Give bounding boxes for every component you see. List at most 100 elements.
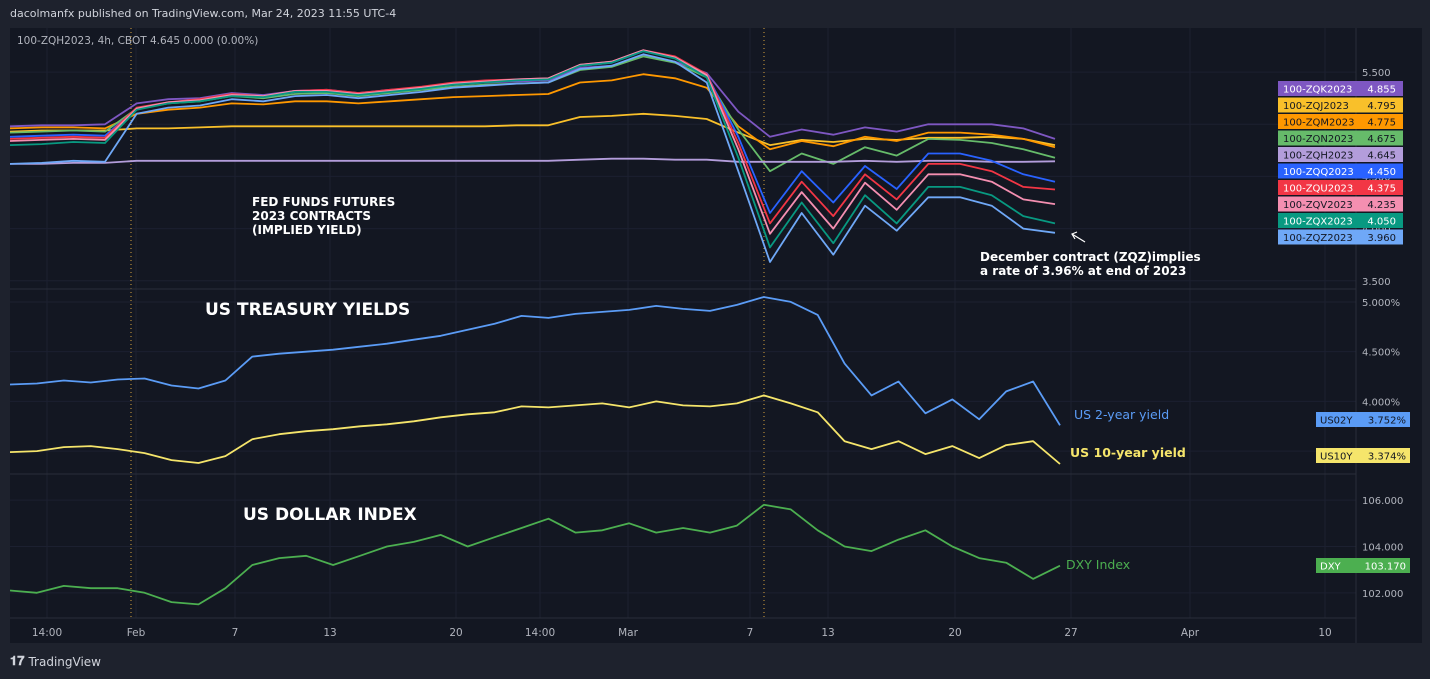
legend-badge-name: 100-ZQN2023 — [1283, 134, 1353, 145]
legend-badge-100-zqu2023[interactable]: 100-ZQU2023 4.375 — [1278, 180, 1403, 195]
legend-badge-value-bg — [1353, 180, 1403, 195]
legend-badge-value-bg — [1353, 97, 1403, 113]
y-tick-label: 106.000 — [1362, 496, 1403, 507]
price-badge-us10y[interactable]: US10Y 3.374% — [1316, 448, 1410, 463]
legend-badge-value-bg — [1353, 130, 1403, 146]
dollar-title: US DOLLAR INDEX — [243, 505, 417, 525]
december-note-line-1: December contract (ZQZ)implies — [980, 250, 1201, 264]
treasury-title: US TREASURY YIELDS — [205, 300, 410, 320]
legend-badge-value-bg — [1353, 213, 1403, 228]
x-tick-label: 20 — [449, 627, 462, 639]
price-badge-value-bg — [1358, 412, 1410, 427]
x-tick-label: Mar — [618, 627, 638, 639]
legend-badge-name-bg — [1278, 114, 1353, 129]
price-badge-name: US02Y — [1320, 416, 1353, 427]
series-layer — [9, 49, 1061, 606]
series-line-100-zqu2023 — [9, 49, 1056, 225]
chart-svg[interactable]: 14:00 Feb 7 13 20 14:00 Mar 7 13 20 27 Apr 10 5.500 5.… — [9, 28, 1422, 643]
header-bar: dacolmanfx published on TradingView.com,… — [0, 0, 1430, 28]
series-line-us10y — [9, 394, 1061, 465]
badge-layer: 100-ZQK2023 4.855 100-ZQJ2023 4.795 100-ZQM2… — [1278, 81, 1410, 573]
series-line-100-zqx2023 — [9, 50, 1056, 249]
series-line-dxy — [9, 503, 1061, 606]
legend-badge-value-bg — [1353, 114, 1403, 129]
legend-badge-100-zqk2023[interactable]: 100-ZQK2023 4.855 — [1278, 81, 1403, 96]
legend-badge-100-zqq2023[interactable]: 100-ZQQ2023 4.450 — [1278, 163, 1403, 179]
x-tick-label: 7 — [232, 627, 239, 639]
legend-badge-100-zqm2023[interactable]: 100-ZQM2023 4.775 — [1278, 114, 1403, 129]
legend-badge-name-bg — [1278, 213, 1353, 228]
legend-badge-name-bg — [1278, 196, 1353, 212]
grid-layer — [10, 28, 1356, 618]
y-tick-label: 102.000 — [1362, 589, 1403, 600]
x-tick-label: 7 — [747, 627, 754, 639]
price-badge-dxy[interactable]: DXY 103.170 — [1316, 558, 1410, 573]
axis-layer: 14:00 Feb 7 13 20 14:00 Mar 7 13 20 27 Apr 10 5.500 5.… — [32, 68, 1403, 639]
series-line-100-zqz2023 — [9, 53, 1056, 263]
legend-badge-100-zqj2023[interactable]: 100-ZQJ2023 4.795 — [1278, 97, 1403, 113]
legend-badge-value: 4.050 — [1367, 217, 1396, 228]
footer-bar: 𝟏𝟕 TradingView — [0, 643, 1430, 679]
legend-badge-value: 4.235 — [1367, 200, 1396, 211]
legend-badge-name-bg — [1278, 130, 1353, 146]
legend-badge-name: 100-ZQH2023 — [1283, 151, 1353, 162]
december-note-line-2: a rate of 3.96% at end of 2023 — [980, 264, 1186, 278]
x-tick-label: 14:00 — [32, 627, 62, 639]
price-badge-value-bg — [1358, 448, 1410, 463]
tradingview-logo-icon: 𝟏𝟕 — [10, 654, 25, 669]
fed-title-line-3: (IMPLIED YIELD) — [252, 223, 362, 237]
legend-badge-value-bg — [1353, 196, 1403, 212]
legend-badge-100-zqn2023[interactable]: 100-ZQN2023 4.675 — [1278, 130, 1403, 146]
legend-badge-value: 4.775 — [1367, 118, 1396, 129]
legend-badge-value: 4.675 — [1367, 134, 1396, 145]
price-badge-name: US10Y — [1320, 452, 1353, 463]
series-line-us02y — [9, 296, 1061, 426]
legend-badge-name: 100-ZQJ2023 — [1283, 101, 1349, 112]
legend-badge-name-bg — [1278, 97, 1353, 113]
x-tick-label: Feb — [127, 627, 146, 639]
series-line-100-zqm2023 — [9, 73, 1056, 151]
series-line-100-zqk2023 — [9, 54, 1056, 140]
legend-badge-name: 100-ZQV2023 — [1283, 200, 1353, 211]
x-tick-label: 27 — [1064, 627, 1077, 639]
tradingview-logo[interactable]: 𝟏𝟕 TradingView — [10, 654, 101, 669]
price-badge-value: 103.170 — [1365, 562, 1406, 573]
legend-badge-name-bg — [1278, 163, 1353, 179]
legend-badge-100-zqz2023[interactable]: 100-ZQZ2023 3.960 — [1278, 229, 1403, 245]
dxy-label: DXY Index — [1066, 557, 1130, 572]
legend-badge-100-zqv2023[interactable]: 100-ZQV2023 4.235 — [1278, 196, 1403, 212]
arrow-icon — [1071, 231, 1086, 243]
x-tick-label: 13 — [323, 627, 336, 639]
price-badge-value-bg — [1358, 558, 1410, 573]
fed-title-line-1: FED FUNDS FUTURES — [252, 195, 395, 209]
legend-badge-name-bg — [1278, 180, 1353, 195]
legend-badge-value: 4.645 — [1367, 151, 1396, 162]
legend-badge-value: 4.795 — [1367, 101, 1396, 112]
x-tick-label: 13 — [821, 627, 834, 639]
y-tick-label: 5.000% — [1362, 298, 1400, 309]
tradingview-logo-text: TradingView — [28, 654, 101, 669]
legend-badge-value-bg — [1353, 147, 1403, 162]
legend-badge-value: 3.960 — [1367, 233, 1396, 244]
symbol-legend[interactable]: 100-ZQH2023, 4h, CBOT 4.645 0.000 (0.00%… — [17, 35, 258, 47]
price-badge-value: 3.752% — [1368, 416, 1406, 427]
legend-badge-name-bg — [1278, 229, 1353, 245]
legend-badge-value-bg — [1353, 229, 1403, 245]
legend-badge-name: 100-ZQX2023 — [1283, 217, 1353, 228]
price-badge-value: 3.374% — [1368, 452, 1406, 463]
legend-badge-100-zqh2023[interactable]: 100-ZQH2023 4.645 — [1278, 147, 1403, 162]
us2-yield-label: US 2-year yield — [1074, 407, 1169, 422]
x-tick-label: 14:00 — [525, 627, 555, 639]
legend-badge-100-zqx2023[interactable]: 100-ZQX2023 4.050 — [1278, 213, 1403, 228]
x-tick-label: 10 — [1318, 627, 1331, 639]
legend-badge-name: 100-ZQZ2023 — [1283, 233, 1353, 244]
price-badge-us02y[interactable]: US02Y 3.752% — [1316, 412, 1410, 427]
legend-badge-value-bg — [1353, 81, 1403, 96]
series-line-100-zqn2023 — [9, 55, 1056, 173]
chart-area[interactable]: 14:00 Feb 7 13 20 14:00 Mar 7 13 20 27 Apr 10 5.500 5.… — [9, 28, 1422, 643]
legend-badge-name: 100-ZQK2023 — [1283, 85, 1352, 96]
y-tick-label: 4.500% — [1362, 348, 1400, 359]
y-tick-label: 4.000% — [1362, 397, 1400, 408]
x-tick-label: 20 — [948, 627, 961, 639]
series-line-100-zqv2023 — [9, 49, 1056, 235]
